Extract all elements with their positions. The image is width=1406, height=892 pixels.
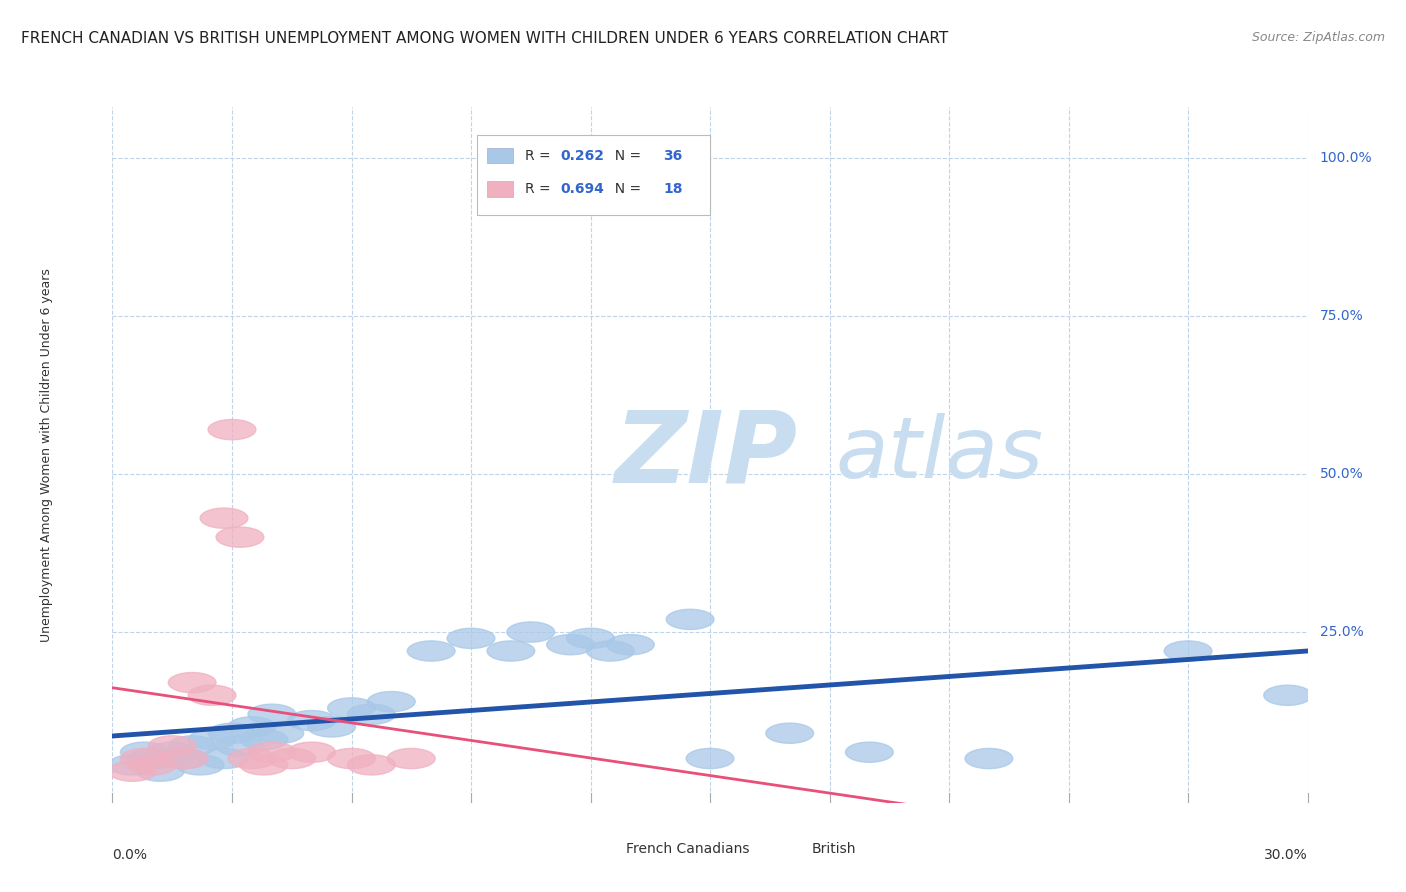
Ellipse shape <box>108 755 156 775</box>
Text: 100.0%: 100.0% <box>1320 151 1372 165</box>
Text: 50.0%: 50.0% <box>1320 467 1364 481</box>
Ellipse shape <box>508 622 555 642</box>
Ellipse shape <box>447 628 495 648</box>
Ellipse shape <box>567 628 614 648</box>
Ellipse shape <box>121 748 169 769</box>
Ellipse shape <box>169 736 217 756</box>
Bar <box>776 839 801 858</box>
Ellipse shape <box>1264 685 1312 706</box>
Ellipse shape <box>240 730 288 749</box>
Ellipse shape <box>1164 640 1212 661</box>
Ellipse shape <box>347 755 395 775</box>
Text: Source: ZipAtlas.com: Source: ZipAtlas.com <box>1251 31 1385 45</box>
Text: ZIP: ZIP <box>614 407 797 503</box>
Ellipse shape <box>108 761 156 781</box>
Ellipse shape <box>288 742 336 763</box>
Text: N =: N = <box>606 182 645 196</box>
FancyBboxPatch shape <box>477 135 710 215</box>
Ellipse shape <box>486 640 534 661</box>
Ellipse shape <box>766 723 814 743</box>
Ellipse shape <box>228 748 276 769</box>
Ellipse shape <box>228 717 276 737</box>
Text: 30.0%: 30.0% <box>1264 848 1308 862</box>
Ellipse shape <box>200 748 247 769</box>
Ellipse shape <box>328 748 375 769</box>
Ellipse shape <box>148 742 197 763</box>
Text: 75.0%: 75.0% <box>1320 309 1364 323</box>
Ellipse shape <box>121 742 169 763</box>
Text: 18: 18 <box>664 182 683 196</box>
Ellipse shape <box>148 736 197 756</box>
Ellipse shape <box>347 704 395 724</box>
Text: 25.0%: 25.0% <box>1320 625 1364 639</box>
Ellipse shape <box>247 742 295 763</box>
Ellipse shape <box>586 640 634 661</box>
Text: Unemployment Among Women with Children Under 6 years: Unemployment Among Women with Children U… <box>41 268 53 642</box>
Text: French Canadians: French Canadians <box>627 842 749 855</box>
Ellipse shape <box>367 691 415 712</box>
Text: British: British <box>811 842 856 855</box>
Ellipse shape <box>547 634 595 655</box>
Text: R =: R = <box>524 182 555 196</box>
Ellipse shape <box>160 748 208 769</box>
Ellipse shape <box>136 761 184 781</box>
Ellipse shape <box>328 698 375 718</box>
Ellipse shape <box>240 755 288 775</box>
Ellipse shape <box>845 742 893 763</box>
Bar <box>486 181 513 197</box>
Ellipse shape <box>606 634 654 655</box>
Ellipse shape <box>169 673 217 693</box>
Ellipse shape <box>666 609 714 630</box>
Ellipse shape <box>176 755 224 775</box>
Text: 36: 36 <box>664 149 683 162</box>
Ellipse shape <box>247 704 295 724</box>
Ellipse shape <box>388 748 436 769</box>
Text: 0.262: 0.262 <box>561 149 605 162</box>
Ellipse shape <box>256 723 304 743</box>
Text: R =: R = <box>524 149 555 162</box>
Ellipse shape <box>217 527 264 548</box>
Ellipse shape <box>208 723 256 743</box>
Ellipse shape <box>188 685 236 706</box>
Ellipse shape <box>217 736 264 756</box>
Ellipse shape <box>188 730 236 749</box>
Ellipse shape <box>965 748 1012 769</box>
Ellipse shape <box>200 508 247 528</box>
Ellipse shape <box>208 419 256 440</box>
Bar <box>486 148 513 163</box>
Ellipse shape <box>128 755 176 775</box>
Ellipse shape <box>128 748 176 769</box>
Ellipse shape <box>160 748 208 769</box>
Ellipse shape <box>408 640 456 661</box>
Text: FRENCH CANADIAN VS BRITISH UNEMPLOYMENT AMONG WOMEN WITH CHILDREN UNDER 6 YEARS : FRENCH CANADIAN VS BRITISH UNEMPLOYMENT … <box>21 31 948 46</box>
Ellipse shape <box>686 748 734 769</box>
Text: 0.0%: 0.0% <box>112 848 148 862</box>
Text: N =: N = <box>606 149 645 162</box>
Text: 0.694: 0.694 <box>561 182 605 196</box>
Ellipse shape <box>288 710 336 731</box>
Ellipse shape <box>308 717 356 737</box>
Ellipse shape <box>269 748 315 769</box>
Text: atlas: atlas <box>835 413 1043 497</box>
Bar <box>591 839 617 858</box>
